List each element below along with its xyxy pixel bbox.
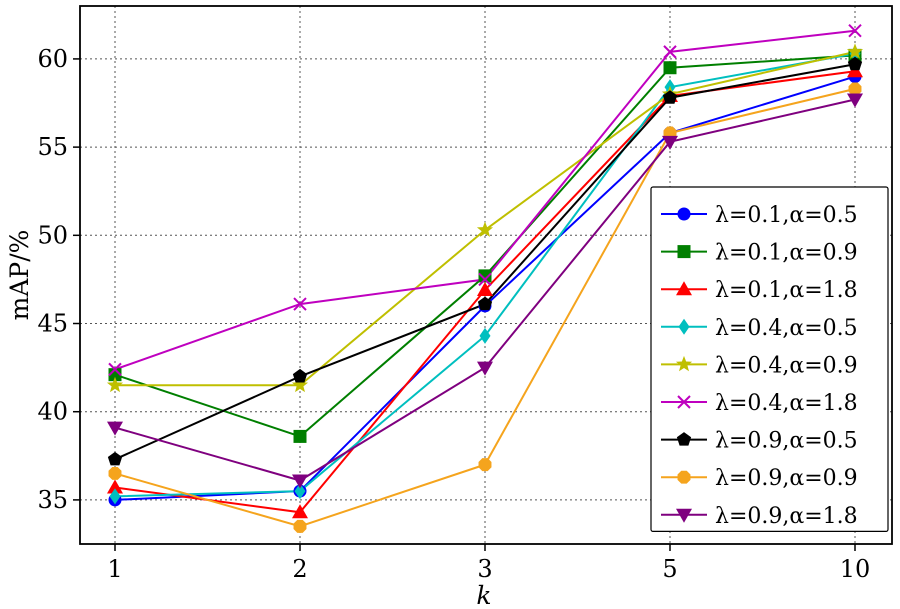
legend: λ=0.1,α=0.5 λ=0.1,α=0.9 λ=0.1,α=1.8 λ=0.4,α… [650,186,889,532]
legend-marker [676,508,692,523]
legend-label: λ=0.1,α=0.5 [715,203,858,228]
data-point [662,135,678,150]
legend-marker [677,245,691,259]
data-point [107,451,123,466]
y-tick-label: 45 [37,310,68,338]
data-point [109,488,121,505]
legend-label: λ=0.4,α=1.8 [715,391,858,416]
legend-marker [676,432,692,446]
data-point [846,43,864,59]
data-point [108,362,122,377]
data-point [663,61,677,75]
y-axis-label: mAP/% [5,230,34,321]
data-point [478,458,492,472]
data-point [847,93,863,108]
data-point [663,45,677,59]
data-point [662,90,678,104]
data-point [476,221,494,237]
legend-marker [675,355,693,372]
x-tick-label: 5 [662,555,677,583]
y-tick-label: 50 [37,221,68,249]
legend-label: λ=0.4,α=0.5 [715,316,858,341]
data-point [292,474,308,489]
legend-marker [677,470,691,484]
plot-frame [79,5,893,545]
data-point [107,421,123,436]
legend-marker [677,395,691,409]
data-point [477,296,493,311]
data-point [108,466,122,480]
legend-box [650,186,889,532]
data-point [291,376,309,393]
data-point [106,376,124,393]
legend-label: λ=0.1,α=0.9 [715,241,858,266]
data-point [292,368,308,383]
data-point [107,479,123,494]
legend-label: λ=0.9,α=1.8 [715,504,858,529]
data-point [477,281,493,296]
data-point [293,519,307,533]
x-tick-label: 2 [292,555,307,583]
x-tick-label: 3 [477,555,492,583]
y-tick-label: 60 [37,45,68,73]
data-point [479,327,491,344]
legend-label: λ=0.4,α=0.9 [715,353,858,378]
data-point [477,361,493,376]
x-axis-label: k [476,581,491,609]
x-axis-ticks: 1 2 3 5 10 [107,544,870,583]
y-tick-label: 40 [37,398,68,426]
x-tick-label: 1 [107,555,122,583]
data-point [478,272,492,287]
legend-marker [677,207,691,221]
y-tick-label: 55 [37,133,68,161]
legend-marker [678,318,690,335]
data-point [293,297,307,311]
y-axis-ticks: 35 40 45 50 55 60 [37,45,80,514]
legend-label: λ=0.9,α=0.9 [715,466,858,491]
data-point [292,504,308,519]
data-point [293,429,307,443]
x-tick-label: 10 [840,555,871,583]
y-tick-label: 35 [37,486,68,514]
data-point [478,269,492,283]
data-point [848,23,862,38]
data-point [848,82,862,96]
data-point [294,483,306,500]
legend-marker [676,281,692,296]
data-point [847,56,863,71]
series-markers [106,23,864,533]
legend-label: λ=0.1,α=1.8 [715,278,858,303]
legend-label: λ=0.9,α=0.5 [715,429,858,454]
